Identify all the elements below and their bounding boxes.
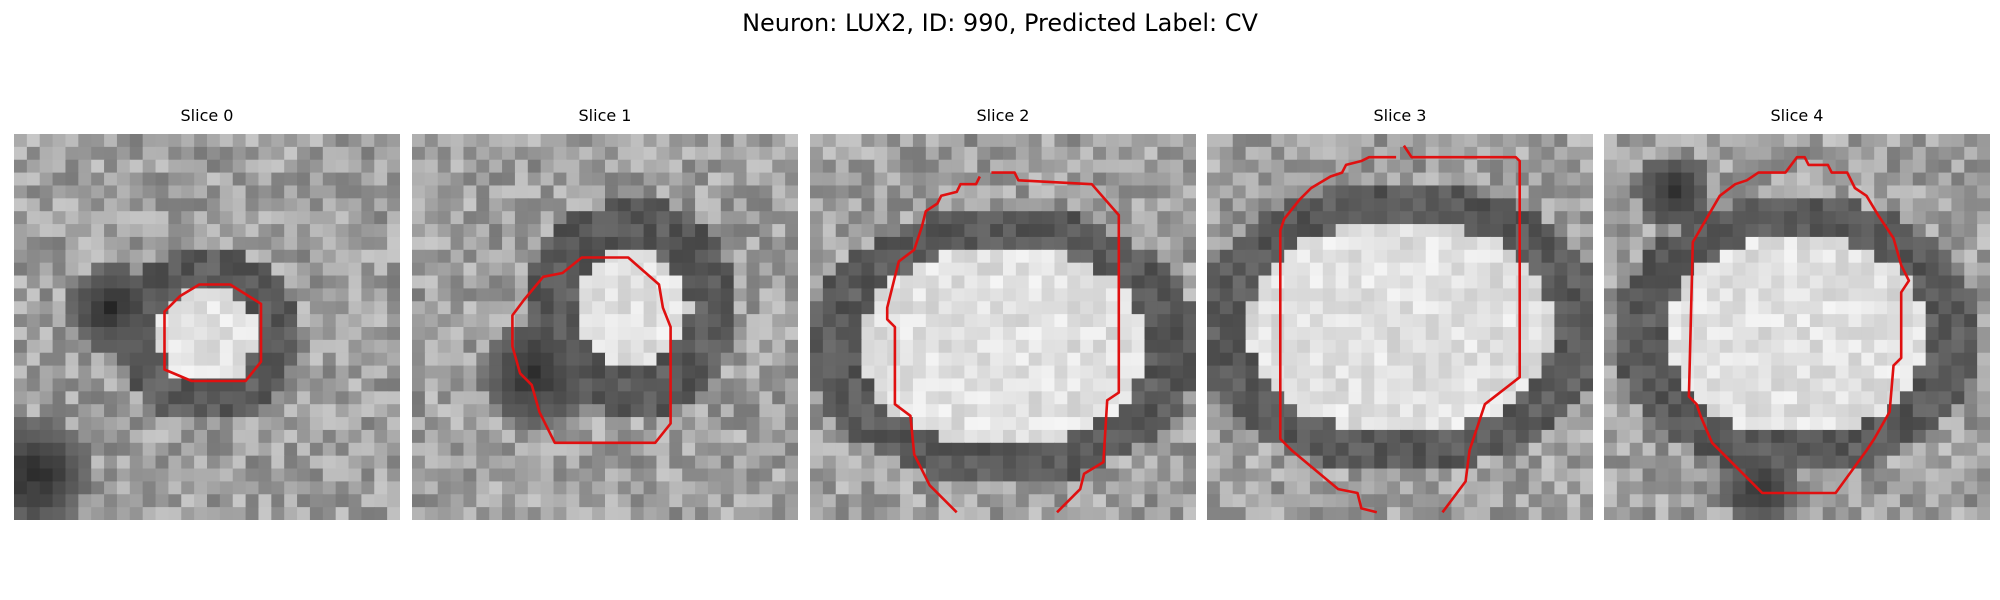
slice-title-3: Slice 3 bbox=[1373, 106, 1427, 125]
grayscale-pixels bbox=[1207, 134, 1593, 520]
neuron-contour bbox=[991, 171, 1121, 514]
neuron-contour bbox=[1687, 155, 1911, 495]
neuron-contour bbox=[1279, 155, 1397, 514]
slice-title-2: Slice 2 bbox=[976, 106, 1030, 125]
neuron-contour bbox=[1402, 144, 1522, 514]
slice-title-1: Slice 1 bbox=[578, 106, 632, 125]
slice-panel-1: Slice 1 bbox=[412, 106, 798, 520]
slice-title-4: Slice 4 bbox=[1770, 106, 1824, 125]
slice-panel-4: Slice 4 bbox=[1604, 106, 1990, 520]
neuron-contour bbox=[511, 256, 672, 445]
neuron-contour bbox=[163, 283, 263, 383]
slice-image-2 bbox=[810, 134, 1196, 520]
grayscale-pixels bbox=[1604, 134, 1990, 520]
slice-image-0 bbox=[14, 134, 400, 520]
grayscale-pixels bbox=[412, 134, 798, 520]
neuron-contour bbox=[885, 175, 981, 514]
slice-image-3 bbox=[1207, 134, 1593, 520]
slice-title-0: Slice 0 bbox=[180, 106, 234, 125]
slice-panel-2: Slice 2 bbox=[810, 106, 1196, 520]
figure-title: Neuron: LUX2, ID: 990, Predicted Label: … bbox=[742, 9, 1258, 37]
grayscale-pixels bbox=[810, 134, 1196, 520]
slice-image-1 bbox=[412, 134, 798, 520]
slice-panel-3: Slice 3 bbox=[1207, 106, 1593, 520]
slice-panel-0: Slice 0 bbox=[14, 106, 400, 520]
grayscale-pixels bbox=[14, 134, 400, 520]
slice-image-4 bbox=[1604, 134, 1990, 520]
